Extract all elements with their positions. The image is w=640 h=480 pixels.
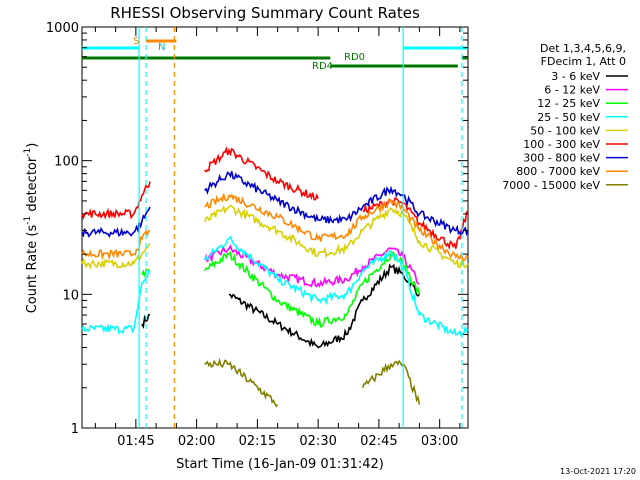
legend-header-2: FDecim 1, Att 0 bbox=[541, 55, 626, 68]
x-tick-label: 02:45 bbox=[360, 434, 397, 449]
x-tick-label: 02:15 bbox=[239, 434, 276, 449]
rd0-label: RD0 bbox=[344, 52, 365, 63]
series-line-12-25-kev bbox=[141, 268, 151, 277]
y-axis-label-main: Count Rate (s bbox=[25, 225, 40, 314]
rd4-label: RD4 bbox=[312, 61, 333, 72]
legend-header-1: Det 1,3,4,5,6,9, bbox=[540, 42, 626, 55]
legend-label: 100 - 300 keV bbox=[523, 138, 600, 151]
series-line-25-50-kev bbox=[203, 235, 469, 337]
y-axis-label-sup2: -1 bbox=[23, 148, 33, 157]
chart-title: RHESSI Observing Summary Count Rates bbox=[110, 4, 420, 22]
observing-bands bbox=[82, 39, 468, 68]
night-label: N bbox=[158, 42, 165, 53]
legend: Det 1,3,4,5,6,9,FDecim 1, Att 0 3 - 6 keV… bbox=[502, 42, 628, 192]
x-axis-label: Start Time (16-Jan-09 01:31:42) bbox=[176, 457, 384, 472]
series-line-3-6-kev bbox=[141, 313, 151, 329]
series-line-50-100-kev bbox=[203, 204, 469, 269]
legend-label: 6 - 12 keV bbox=[544, 84, 600, 97]
event-markers bbox=[138, 27, 463, 428]
y-axis-label-sup1: -1 bbox=[23, 216, 33, 225]
legend-label: 300 - 800 keV bbox=[523, 152, 600, 165]
x-tick-label: 02:00 bbox=[178, 434, 215, 449]
y-tick-label: 1 bbox=[71, 422, 79, 437]
series-line-6-12-kev bbox=[203, 244, 420, 288]
series-line-800-7000-kev bbox=[204, 193, 469, 262]
x-tick-label: 02:30 bbox=[299, 434, 336, 449]
axes: 1 10 100 1000 01:45 02:00 02:15 02:30 02:45 03:00 bbox=[46, 21, 468, 449]
series-line-3-6-kev bbox=[228, 263, 420, 349]
legend-label: 50 - 100 keV bbox=[530, 124, 600, 137]
plot-frame bbox=[81, 26, 469, 429]
series-line-7000-15000-kev bbox=[361, 359, 421, 405]
legend-label: 3 - 6 keV bbox=[551, 70, 600, 83]
saa-label: S bbox=[133, 36, 139, 47]
y-tick-label: 1000 bbox=[46, 21, 79, 36]
y-axis-label: Count Rate (s-1 detector-1) bbox=[23, 143, 40, 314]
y-axis-label-end: ) bbox=[25, 143, 40, 148]
y-tick-label: 10 bbox=[62, 288, 79, 303]
legend-label: 25 - 50 keV bbox=[537, 111, 600, 124]
series-group bbox=[81, 145, 469, 408]
series-line-7000-15000-kev bbox=[204, 357, 279, 408]
legend-label: 7000 - 15000 keV bbox=[502, 179, 600, 192]
x-tick-label: 01:45 bbox=[117, 434, 154, 449]
series-line-300-800-kev bbox=[204, 171, 469, 237]
y-axis-label-mid: detector bbox=[25, 156, 40, 216]
x-tick-label: 03:00 bbox=[421, 434, 458, 449]
series-line-12-25-kev bbox=[203, 250, 421, 328]
generated-timestamp: 13-Oct-2021 17:20 bbox=[560, 467, 636, 476]
series-line-100-300-kev bbox=[204, 145, 319, 201]
y-tick-label: 100 bbox=[54, 155, 79, 170]
legend-label: 800 - 7000 keV bbox=[516, 165, 600, 178]
legend-label: 12 - 25 keV bbox=[537, 97, 600, 110]
series-line-100-300-kev bbox=[362, 196, 469, 251]
